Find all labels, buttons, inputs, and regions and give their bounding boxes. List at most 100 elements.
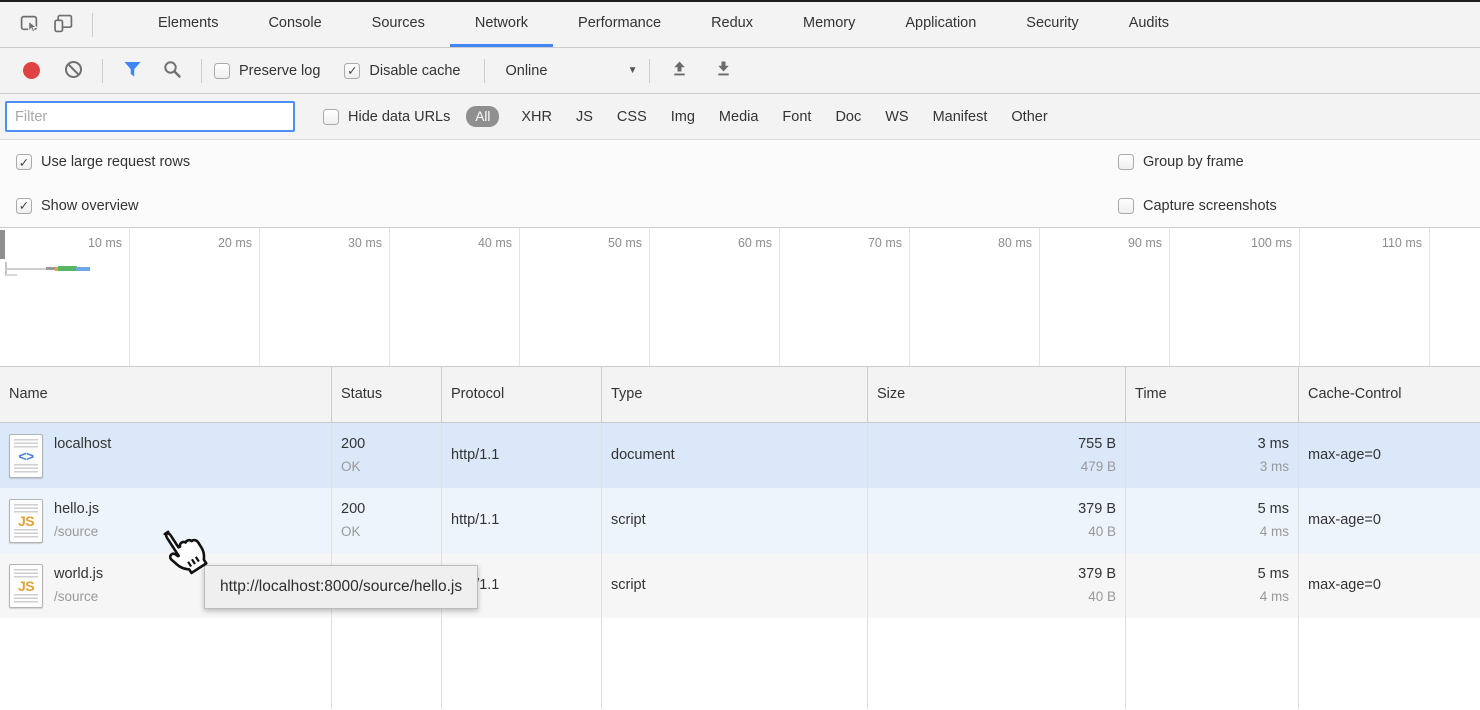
type-value: script (602, 488, 868, 553)
options-row-1: Use large request rows Group by frame (0, 140, 1480, 184)
separator (649, 58, 651, 83)
column-header-time[interactable]: Time (1126, 367, 1299, 422)
preserve-log-checkbox[interactable]: Preserve log (214, 62, 320, 79)
tab-network[interactable]: Network (449, 2, 554, 47)
tab-application[interactable]: Application (905, 15, 977, 31)
table-body: <> localhost 200 OK http/1.1 document 755… (0, 423, 1480, 709)
filter-toggle-button[interactable] (115, 54, 149, 88)
size-value: 379 B (1078, 501, 1116, 517)
funnel-icon (123, 61, 142, 81)
filter-type-xhr[interactable]: XHR (521, 108, 552, 125)
capture-screenshots-label: Capture screenshots (1143, 197, 1277, 214)
hide-data-urls-checkbox[interactable]: Hide data URLs (323, 108, 451, 125)
show-overview-checkbox[interactable]: Show overview (16, 197, 139, 214)
filter-type-manifest[interactable]: Manifest (932, 108, 988, 125)
size-value: 379 B (1078, 566, 1116, 582)
tab-console[interactable]: Console (268, 15, 322, 31)
prohibit-icon (64, 60, 83, 82)
tab-memory[interactable]: Memory (802, 15, 856, 31)
timeline-overview[interactable]: 10 ms 20 ms 30 ms 40 ms 50 ms 60 ms 70 m… (0, 228, 1480, 367)
search-icon (163, 60, 182, 82)
filter-type-img[interactable]: Img (670, 108, 695, 125)
inspect-icon (20, 14, 39, 36)
type-value: script (602, 553, 868, 618)
filter-type-all[interactable]: All (466, 106, 500, 127)
device-toolbar-button[interactable] (46, 8, 80, 42)
type-value: document (602, 423, 868, 488)
request-name: localhost (54, 436, 112, 452)
tab-performance[interactable]: Performance (578, 15, 662, 31)
size-transferred: 40 B (1088, 524, 1116, 539)
timeline-tick: 20 ms (130, 228, 260, 366)
column-header-protocol[interactable]: Protocol (442, 367, 602, 422)
separator (102, 58, 103, 83)
timeline-tick: 100 ms (1170, 228, 1300, 366)
filter-type-ws[interactable]: WS (885, 108, 909, 125)
column-header-name[interactable]: Name (0, 367, 332, 422)
column-header-cache-control[interactable]: Cache-Control (1308, 386, 1402, 402)
separator (201, 58, 202, 83)
export-har-button[interactable] (706, 54, 740, 88)
table-header: Name Status Protocol Type Size Time Cach… (0, 367, 1480, 423)
requests-table: Name Status Protocol Type Size Time Cach… (0, 367, 1480, 709)
record-button[interactable] (14, 54, 48, 88)
checkbox-unchecked-icon (1118, 154, 1134, 170)
separator (484, 58, 486, 83)
tab-sources[interactable]: Sources (371, 15, 425, 31)
filter-input[interactable] (5, 101, 295, 132)
filter-type-other[interactable]: Other (1011, 108, 1048, 125)
inspect-element-button[interactable] (12, 8, 46, 42)
upload-icon (670, 60, 689, 81)
filter-type-media[interactable]: Media (718, 108, 759, 125)
import-har-button[interactable] (662, 54, 696, 88)
size-value: 755 B (1078, 436, 1116, 452)
filter-type-js[interactable]: JS (576, 108, 593, 125)
capture-screenshots-checkbox[interactable]: Capture screenshots (1118, 197, 1277, 214)
column-header-size[interactable]: Size (868, 367, 1126, 422)
protocol-value: http/1.1 (442, 423, 602, 488)
hide-data-urls-label: Hide data URLs (348, 108, 451, 125)
disable-cache-checkbox[interactable]: Disable cache (344, 62, 461, 79)
use-large-request-rows-checkbox[interactable]: Use large request rows (16, 154, 190, 170)
separator (92, 12, 93, 37)
column-header-status[interactable]: Status (332, 367, 442, 422)
timeline-tick: 90 ms (1040, 228, 1170, 366)
status-code: 200 (341, 436, 366, 452)
filter-type-doc[interactable]: Doc (835, 108, 862, 125)
status-text: OK (341, 524, 361, 539)
record-icon (22, 62, 40, 79)
overview-handle[interactable] (0, 230, 5, 259)
latency-value: 3 ms (1259, 459, 1289, 474)
column-header-type[interactable]: Type (602, 367, 868, 422)
checkbox-unchecked-icon (323, 108, 339, 125)
tab-redux[interactable]: Redux (711, 15, 753, 31)
time-value: 5 ms (1257, 566, 1289, 582)
url-tooltip: http://localhost:8000/source/hello.js (204, 565, 479, 609)
latency-value: 4 ms (1259, 524, 1289, 539)
cache-control-value: max-age=0 (1308, 512, 1381, 528)
search-button[interactable] (155, 54, 189, 88)
clear-button[interactable] (56, 54, 90, 88)
show-overview-label: Show overview (41, 197, 139, 214)
latency-value: 4 ms (1259, 589, 1289, 604)
request-row-hello-js[interactable]: JS hello.js/source 200 OK http/1.1 script… (0, 488, 1480, 553)
filter-type-font[interactable]: Font (782, 108, 812, 125)
throttling-select[interactable]: Online (505, 63, 637, 79)
timeline-tick: 50 ms (520, 228, 650, 366)
url-tooltip-text: http://localhost:8000/source/hello.js (220, 578, 463, 595)
request-row-localhost[interactable]: <> localhost 200 OK http/1.1 document 755… (0, 423, 1480, 488)
filter-type-css[interactable]: CSS (616, 108, 647, 125)
disable-cache-label: Disable cache (369, 62, 461, 79)
cache-control-value: max-age=0 (1308, 447, 1381, 463)
time-value: 3 ms (1257, 436, 1289, 452)
request-name: hello.js (54, 501, 100, 517)
download-icon (714, 60, 733, 81)
tab-security[interactable]: Security (1026, 15, 1079, 31)
group-by-frame-checkbox[interactable]: Group by frame (1118, 154, 1244, 170)
js-file-icon: JS (9, 563, 43, 608)
tab-audits[interactable]: Audits (1128, 15, 1169, 31)
cache-control-value: max-age=0 (1308, 577, 1381, 593)
checkbox-unchecked-icon (1118, 197, 1134, 214)
tab-elements[interactable]: Elements (158, 15, 219, 31)
protocol-value: http/1.1 (442, 488, 602, 553)
